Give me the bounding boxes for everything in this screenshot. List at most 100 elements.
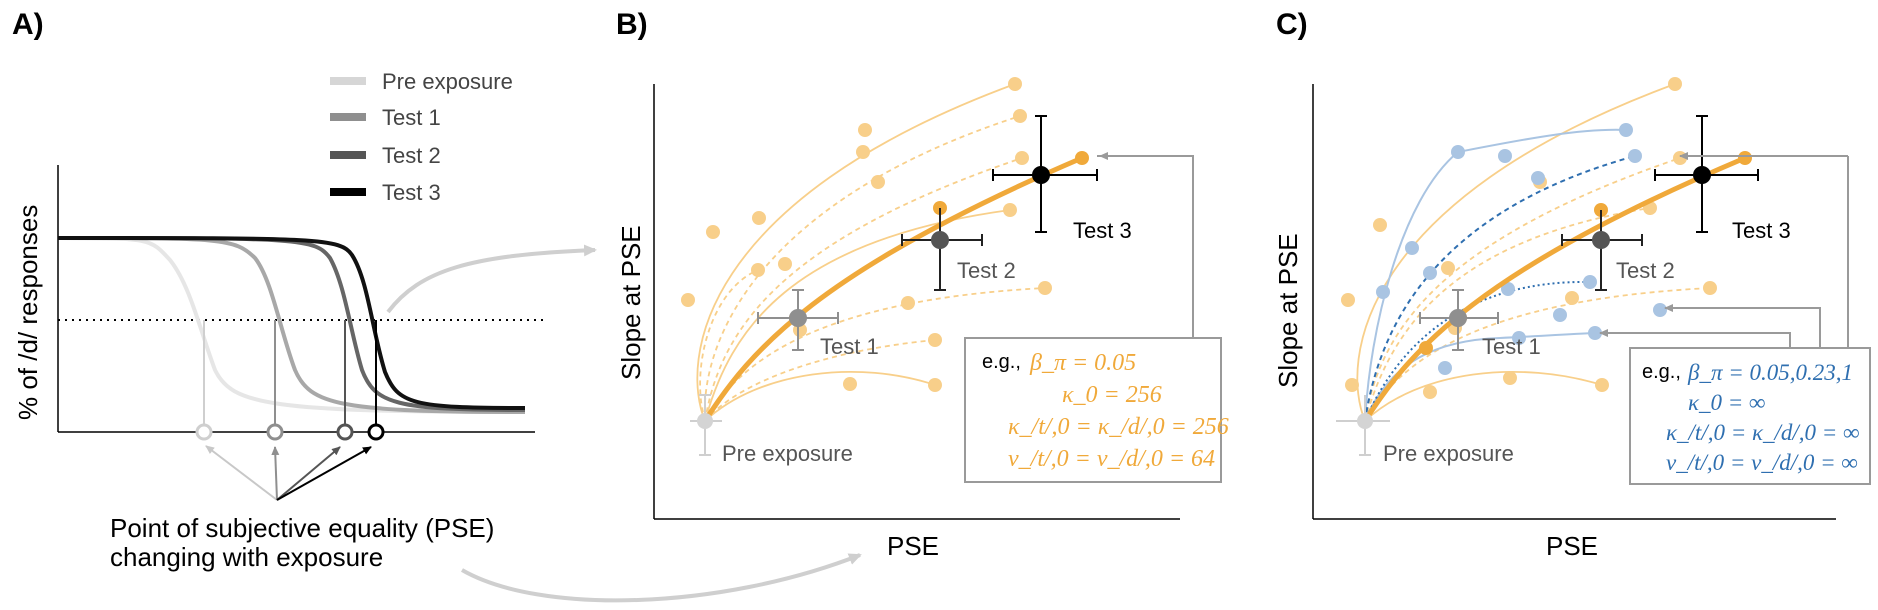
trajectory-point bbox=[1668, 77, 1682, 91]
panel-b-points bbox=[681, 77, 1052, 392]
panel-c-blue-points bbox=[1376, 123, 1667, 375]
trajectory-point bbox=[1619, 123, 1633, 137]
trajectory-point bbox=[1003, 203, 1017, 217]
trajectory-point bbox=[1653, 303, 1667, 317]
trajectory-point bbox=[1673, 151, 1687, 165]
panel-c-bracket-arrow-2 bbox=[1664, 304, 1821, 348]
trajectory-line bbox=[699, 269, 759, 422]
trajectory-point bbox=[1565, 291, 1579, 305]
blue-trajectory-light bbox=[1499, 332, 1596, 339]
panel-b-bracket bbox=[1097, 155, 1194, 338]
trajectory-point bbox=[856, 145, 870, 159]
panel-c-ylabel: Slope at PSE bbox=[1273, 233, 1303, 388]
trajectory-point bbox=[1013, 109, 1027, 123]
trajectory-point bbox=[1341, 293, 1355, 307]
trajectory-point bbox=[681, 293, 695, 307]
trajectory-point bbox=[1498, 149, 1512, 163]
panel-b-box-line1: β_π = 0.05 bbox=[1029, 350, 1136, 376]
trajectory-line bbox=[704, 209, 1011, 422]
label-test3: Test 3 bbox=[1073, 218, 1132, 243]
data-point-test3 bbox=[1032, 166, 1050, 184]
panel-a-caption-line1: Point of subjective equality (PSE) bbox=[110, 513, 494, 543]
panel-b-main-trajectory bbox=[702, 155, 1083, 423]
sigmoid-test2 bbox=[57, 236, 526, 412]
pse-marker-pre bbox=[195, 423, 213, 441]
pse-marker-test2 bbox=[336, 423, 354, 441]
data-point-test2 bbox=[1592, 231, 1610, 249]
panel-c: C) Slope at PSE PSE bbox=[1273, 8, 1871, 561]
data-point-test1 bbox=[1449, 309, 1467, 327]
panel-b-letter: B) bbox=[616, 8, 648, 41]
panel-c-box-line3: κ_/t/,0 = κ_/d/,0 = ∞ bbox=[1666, 420, 1859, 445]
trajectory-point bbox=[1512, 331, 1526, 345]
panel-a-letter: A) bbox=[12, 8, 44, 41]
pse-arrow-test1 bbox=[271, 446, 280, 501]
panel-b-box-line4: ν_/t/,0 = ν_/d/,0 = 64 bbox=[1008, 446, 1215, 472]
legend-label-pre: Pre exposure bbox=[382, 69, 513, 94]
data-point-test2 bbox=[931, 231, 949, 249]
trajectory-point bbox=[1628, 149, 1642, 163]
trajectory-point bbox=[706, 225, 720, 239]
blue-trajectory-dashed bbox=[1364, 155, 1636, 422]
sigmoid-test3 bbox=[57, 236, 526, 410]
panel-c-box-eg: e.g., bbox=[1642, 361, 1681, 383]
trajectory-point bbox=[1015, 151, 1029, 165]
panel-a-caption-line2: changing with exposure bbox=[110, 542, 383, 572]
panel-b-box-line3: κ_/t/,0 = κ_/d/,0 = 256 bbox=[1008, 414, 1229, 440]
trajectory-point bbox=[1376, 285, 1390, 299]
trajectory-point bbox=[858, 123, 872, 137]
trajectory-point bbox=[1553, 308, 1567, 322]
trajectory-point bbox=[1038, 281, 1052, 295]
panel-b-parameter-box bbox=[964, 337, 1222, 483]
pse-arrow-pre bbox=[205, 445, 278, 501]
trajectory-point bbox=[1595, 378, 1609, 392]
legend-label-test3: Test 3 bbox=[382, 180, 441, 205]
trajectory-point bbox=[1345, 378, 1359, 392]
data-point-test1 bbox=[789, 309, 807, 327]
main-point bbox=[1419, 341, 1433, 355]
trajectory-point bbox=[1703, 281, 1717, 295]
blue-trajectory-light bbox=[1364, 151, 1459, 422]
panel-c-main-trajectory bbox=[1362, 155, 1746, 423]
trajectory-point bbox=[843, 377, 857, 391]
label-test1: Test 1 bbox=[820, 334, 879, 359]
errorbar-test1-c bbox=[1419, 289, 1499, 351]
panel-a: A) Pre exposure Test 1 Test 2 Test 3 % o… bbox=[12, 8, 545, 572]
label-test2: Test 2 bbox=[957, 258, 1016, 283]
legend-label-test1: Test 1 bbox=[382, 105, 441, 130]
label-pre: Pre exposure bbox=[722, 441, 853, 466]
pse-arrow-test2 bbox=[276, 446, 341, 501]
trajectory-point bbox=[778, 257, 792, 271]
panel-b-box-line2: κ_0 = 256 bbox=[1062, 382, 1162, 408]
trajectory-point bbox=[1501, 282, 1515, 296]
trajectory-point bbox=[1451, 145, 1465, 159]
data-point-pre bbox=[697, 413, 713, 429]
trajectory-point bbox=[1405, 241, 1419, 255]
trajectory-point bbox=[1441, 261, 1455, 275]
panel-a-legend: Pre exposure Test 1 Test 2 Test 3 bbox=[330, 69, 513, 205]
trajectory-line bbox=[704, 339, 936, 422]
trajectory-line bbox=[704, 371, 936, 422]
label-test3: Test 3 bbox=[1732, 218, 1791, 243]
trajectory-point bbox=[1588, 326, 1602, 340]
trajectory-line bbox=[704, 157, 1023, 422]
label-test2: Test 2 bbox=[1616, 258, 1675, 283]
panel-c-bracket-arrow-3 bbox=[1599, 329, 1791, 348]
panel-a-ylabel: % of /d/ responses bbox=[13, 205, 43, 420]
panel-c-parameter-box bbox=[1629, 347, 1871, 485]
panel-b-xlabel: PSE bbox=[887, 531, 939, 561]
blue-trajectory-light bbox=[1457, 128, 1627, 153]
panel-c-box-line2: κ_0 = ∞ bbox=[1688, 390, 1765, 415]
trajectory-line bbox=[1364, 207, 1651, 422]
pse-marker-test3 bbox=[367, 423, 385, 441]
label-test1: Test 1 bbox=[1482, 334, 1541, 359]
panel-b-box-eg: e.g., bbox=[982, 351, 1021, 373]
trajectory-point bbox=[871, 175, 885, 189]
connector-arrow-top bbox=[386, 244, 597, 314]
sigmoid-test1 bbox=[57, 236, 526, 414]
trajectory-point bbox=[901, 296, 915, 310]
panel-c-xlabel: PSE bbox=[1546, 531, 1598, 561]
panel-b-ylabel: Slope at PSE bbox=[616, 225, 646, 380]
trajectory-point bbox=[1531, 171, 1545, 185]
main-point bbox=[1075, 151, 1089, 165]
